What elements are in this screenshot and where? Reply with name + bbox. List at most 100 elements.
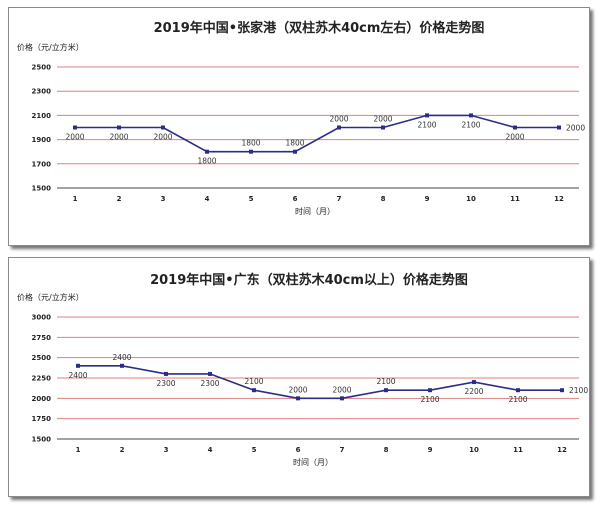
data-label: 2000	[332, 385, 351, 394]
x-tick-label: 11	[513, 446, 523, 454]
chart-title: 2019年中国•广东（双柱苏木40cm以上）价格走势图	[150, 272, 468, 288]
data-label: 2300	[200, 379, 219, 388]
data-point-marker	[164, 371, 168, 376]
data-point-marker	[469, 113, 473, 118]
chart-title: 2019年中国•张家港（双柱苏木40cm左右）价格走势图	[154, 20, 485, 36]
chart-svg-2: 2019年中国•广东（双柱苏木40cm以上）价格走势图 价格（元/立方米） 15…	[17, 272, 588, 467]
data-point-marker	[161, 125, 165, 130]
x-tick-label: 2	[117, 195, 122, 203]
x-tick-label: 3	[161, 195, 166, 203]
chart-panel-zhangjiagang: 2019年中国•张家港（双柱苏木40cm左右）价格走势图 价格（元/立方米） 1…	[8, 7, 590, 246]
data-point-marker	[73, 125, 77, 130]
data-point-marker	[208, 371, 212, 376]
y-tick-label: 1700	[32, 160, 52, 168]
x-axis-label: 时间（月）	[293, 457, 333, 467]
data-label: 2100	[461, 120, 480, 129]
x-tick-label: 6	[293, 195, 298, 203]
data-label: 2000	[505, 133, 524, 142]
data-label: 2300	[156, 379, 175, 388]
data-point-marker	[472, 380, 476, 385]
data-label: 2000	[109, 133, 128, 142]
x-tick-label: 12	[554, 195, 564, 203]
x-tick-label: 9	[428, 446, 433, 454]
x-tick-label: 3	[164, 446, 169, 454]
x-tick-label: 11	[510, 195, 520, 203]
y-tick-label: 3000	[32, 314, 52, 322]
x-tick-label: 9	[425, 195, 430, 203]
data-point-marker	[425, 113, 429, 118]
data-label: 2100	[376, 377, 395, 386]
data-point-marker	[384, 388, 388, 393]
x-tick-label: 5	[249, 195, 254, 203]
data-label: 2000	[373, 115, 392, 124]
chart-panel-guangdong: 2019年中国•广东（双柱苏木40cm以上）价格走势图 价格（元/立方米） 15…	[8, 257, 590, 497]
y-tick-label: 2000	[32, 395, 52, 403]
series-line	[78, 365, 562, 400]
x-tick-label: 1	[73, 195, 78, 203]
x-tick-label: 4	[208, 446, 213, 454]
x-tick-label: 12	[557, 446, 567, 454]
data-label: 2000	[329, 115, 348, 124]
data-label: 2000	[153, 133, 172, 142]
y-tick-label: 1500	[32, 436, 52, 444]
y-grid	[57, 66, 579, 165]
series-markers	[76, 363, 564, 401]
data-point-marker	[381, 125, 385, 130]
y-tick-label: 2100	[32, 112, 52, 120]
x-axis-label: 时间（月）	[295, 206, 335, 216]
y-tick-label: 2500	[32, 354, 52, 362]
data-point-marker	[120, 363, 124, 368]
data-label: 2400	[112, 353, 131, 362]
x-tick-label: 10	[466, 195, 476, 203]
x-tick-label: 6	[296, 446, 301, 454]
x-tick-labels: 1 2 3 4 5 6 7 8 9 10 11 12	[73, 195, 564, 203]
data-point-marker	[76, 363, 80, 368]
data-label: 2100	[508, 395, 527, 404]
data-label: 1800	[197, 157, 216, 166]
data-label: 1800	[241, 139, 260, 148]
series-markers	[73, 113, 561, 154]
data-label: 2400	[68, 371, 87, 380]
x-tick-label: 8	[381, 195, 386, 203]
x-tick-label: 5	[252, 446, 257, 454]
x-tick-label: 8	[384, 446, 389, 454]
data-labels: 2000 2000 2000 1800 1800 1800 2000 2000 2100 2100…	[65, 115, 585, 166]
data-label: 2000	[65, 133, 84, 142]
y-tick-label: 2750	[32, 334, 52, 342]
data-point-marker	[337, 125, 341, 130]
y-axis-label: 价格（元/立方米）	[17, 292, 84, 302]
data-point-marker	[293, 149, 297, 154]
x-tick-label: 10	[469, 446, 479, 454]
chart-svg-1: 2019年中国•张家港（双柱苏木40cm左右）价格走势图 价格（元/立方米） 1…	[17, 20, 585, 216]
data-label: 2100	[244, 377, 263, 386]
x-tick-label: 7	[337, 195, 342, 203]
y-tick-labels: 1500 1700 1900 2100 2300 2500	[32, 64, 52, 193]
data-point-marker	[117, 125, 121, 130]
data-point-marker	[296, 396, 300, 401]
x-tick-label: 4	[205, 195, 210, 203]
data-label: 2100	[417, 120, 436, 129]
y-tick-label: 1500	[32, 185, 52, 193]
data-point-marker	[557, 125, 561, 130]
y-tick-label: 2250	[32, 375, 52, 383]
x-tick-label: 7	[340, 446, 345, 454]
data-point-marker	[340, 396, 344, 401]
data-labels: 2400 2400 2300 2300 2100 2000 2000 2100 2100 2200…	[68, 353, 588, 404]
data-point-marker	[428, 388, 432, 393]
y-tick-label: 2500	[32, 64, 52, 72]
series-line	[75, 114, 559, 153]
data-point-marker	[205, 149, 209, 154]
data-point-marker	[252, 388, 256, 393]
data-point-marker	[513, 125, 517, 130]
x-tick-labels: 1 2 3 4 5 6 7 8 9 10 11 12	[76, 446, 567, 454]
data-label: 2200	[464, 387, 483, 396]
y-tick-label: 1750	[32, 415, 52, 423]
data-label: 2100	[420, 395, 439, 404]
y-tick-labels: 1500 1750 2000 2250 2500 2750 3000	[32, 314, 52, 444]
data-label: 2000	[566, 124, 585, 133]
x-tick-label: 1	[76, 446, 81, 454]
data-label: 1800	[285, 139, 304, 148]
data-point-marker	[516, 388, 520, 393]
y-tick-label: 2300	[32, 88, 52, 96]
y-axis-label: 价格（元/立方米）	[17, 42, 84, 52]
